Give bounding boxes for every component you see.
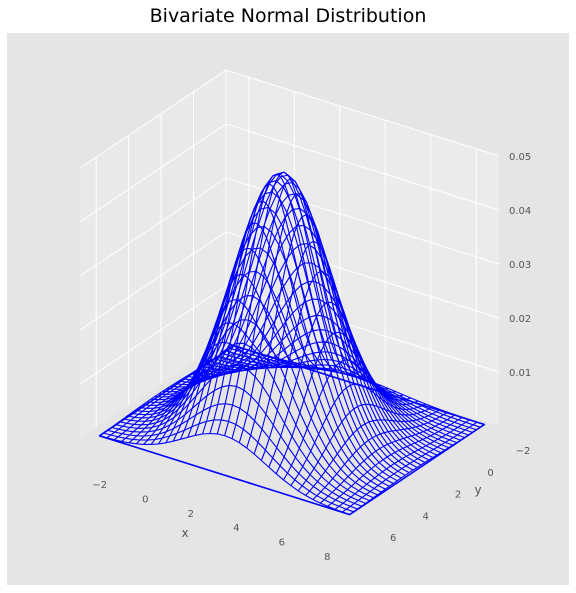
grid-line-z bbox=[79, 285, 500, 385]
wire-line-y bbox=[115, 364, 366, 504]
wire-line-y bbox=[119, 342, 370, 502]
y-tick-label: 6 bbox=[390, 533, 396, 544]
wire-line-y bbox=[194, 298, 446, 451]
z-tick-label: 0.01 bbox=[509, 368, 531, 379]
wire-line-y bbox=[131, 270, 382, 493]
x-tick-label: 0 bbox=[142, 495, 148, 506]
y-tick-label: 4 bbox=[422, 511, 428, 522]
wire-line-y bbox=[202, 329, 453, 446]
wire-line-y bbox=[182, 243, 434, 458]
grid-line-z bbox=[79, 123, 500, 223]
z-tick-label: 0.05 bbox=[509, 152, 531, 163]
wire-line-y bbox=[139, 225, 390, 487]
y-tick-label: −2 bbox=[516, 446, 531, 457]
axes-grid bbox=[79, 69, 500, 428]
wire-line-y bbox=[198, 314, 449, 449]
z-tick-label: 0.04 bbox=[509, 206, 531, 217]
wire-line-y bbox=[170, 193, 422, 466]
y-axis-label: y bbox=[474, 483, 481, 497]
wire-line-y bbox=[123, 319, 374, 499]
y-tick-label: 2 bbox=[455, 490, 461, 501]
wire-line-y bbox=[103, 419, 354, 513]
wire-line-y bbox=[135, 247, 386, 490]
z-tick-label: 0.02 bbox=[509, 314, 531, 325]
grid-line-z bbox=[79, 177, 500, 277]
y-tick-label: 0 bbox=[487, 468, 493, 479]
wire-line-y bbox=[174, 207, 426, 463]
grid-line-z bbox=[79, 69, 500, 169]
x-tick-label: 4 bbox=[233, 523, 239, 534]
wire-line-y bbox=[127, 295, 378, 496]
x-axis-label: x bbox=[181, 526, 188, 540]
x-tick-label: 8 bbox=[324, 552, 330, 563]
grid-line-z bbox=[79, 231, 500, 331]
wire-line-y bbox=[99, 432, 350, 516]
wire-line-y bbox=[158, 171, 410, 474]
wire-line-y bbox=[154, 173, 406, 476]
side-pane bbox=[80, 70, 226, 438]
wire-line-y bbox=[166, 181, 418, 468]
wire-line-y bbox=[190, 280, 442, 454]
wire-line-y bbox=[111, 384, 362, 507]
chart-title: Bivariate Normal Distribution bbox=[150, 5, 427, 27]
x-tick-label: −2 bbox=[92, 480, 107, 491]
x-tick-label: 2 bbox=[188, 509, 194, 520]
axis-ticks: −2 0 2 4 6 8 −2 0 2 4 6 0.01 0.02 0.03 0.04 0.05 bbox=[92, 152, 531, 563]
surface-border bbox=[98, 344, 486, 516]
wire-line-y bbox=[186, 262, 438, 456]
x-tick-label: 6 bbox=[279, 538, 285, 549]
wire-line-y bbox=[107, 403, 358, 510]
z-tick-label: 0.03 bbox=[509, 260, 531, 271]
surface-wireframe bbox=[98, 171, 486, 516]
